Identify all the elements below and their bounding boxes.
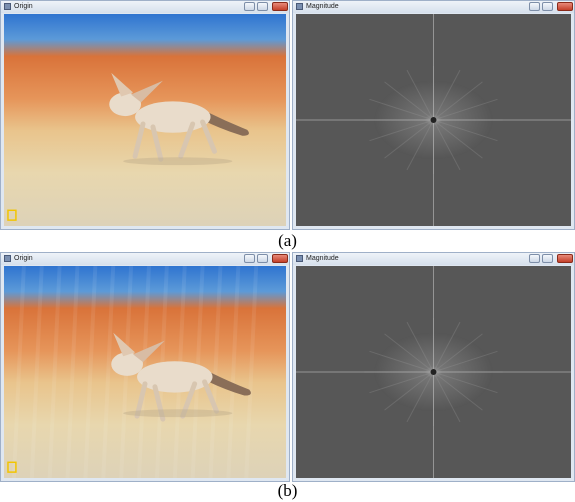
- image: [4, 14, 286, 226]
- window-icon: [4, 255, 11, 262]
- window: Magnitude: [292, 252, 575, 482]
- window-content: [296, 14, 571, 226]
- close-button[interactable]: [557, 254, 573, 263]
- figure: (() => { const data = JSON.parse(documen…: [0, 0, 575, 502]
- window-content: [4, 14, 286, 226]
- title-bar: Origin: [1, 253, 289, 265]
- close-button[interactable]: [272, 254, 288, 263]
- minimize-button[interactable]: [244, 254, 255, 263]
- minimize-button[interactable]: [244, 2, 255, 11]
- title-bar: Magnitude: [293, 1, 574, 13]
- close-button[interactable]: [272, 2, 288, 11]
- minimize-button[interactable]: [529, 254, 540, 263]
- window-icon: [296, 3, 303, 10]
- window: Magnitude: [292, 0, 575, 230]
- window-content: [296, 266, 571, 478]
- spectrum-peak: [431, 117, 437, 123]
- image: [296, 14, 571, 226]
- caption: (a): [0, 232, 575, 250]
- maximize-button[interactable]: [542, 2, 553, 11]
- window-title: Origin: [14, 254, 33, 264]
- minimize-button[interactable]: [529, 2, 540, 11]
- window-icon: [4, 3, 11, 10]
- fox-body: [137, 361, 212, 392]
- ground-shadow: [123, 409, 232, 417]
- close-button[interactable]: [557, 2, 573, 11]
- window-title: Magnitude: [306, 254, 339, 264]
- maximize-button[interactable]: [542, 254, 553, 263]
- window: Origin: [0, 0, 290, 230]
- window-content: [4, 266, 286, 478]
- image: [296, 266, 571, 478]
- ground-shadow: [123, 157, 232, 165]
- title-bar: Magnitude: [293, 253, 574, 265]
- title-bar: Origin: [1, 1, 289, 13]
- maximize-button[interactable]: [257, 2, 268, 11]
- window-title: Origin: [14, 2, 33, 12]
- window-title: Magnitude: [306, 2, 339, 12]
- spectrum-peak: [431, 369, 437, 375]
- window-icon: [296, 255, 303, 262]
- fox-body: [135, 101, 210, 132]
- maximize-button[interactable]: [257, 254, 268, 263]
- caption: (b): [0, 482, 575, 500]
- window: Origin: [0, 252, 290, 482]
- image: [4, 266, 286, 478]
